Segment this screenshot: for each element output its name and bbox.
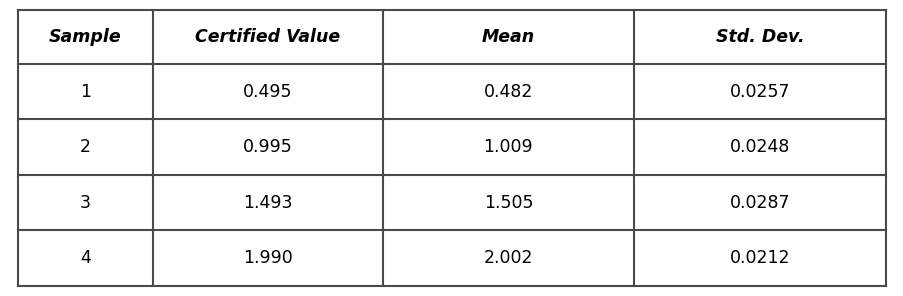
Text: 0.0257: 0.0257	[729, 83, 789, 101]
Text: 0.482: 0.482	[483, 83, 533, 101]
Text: 0.495: 0.495	[243, 83, 292, 101]
Text: 0.0248: 0.0248	[729, 138, 789, 156]
Text: 3: 3	[79, 194, 90, 212]
Text: 1.505: 1.505	[483, 194, 533, 212]
Text: 1.009: 1.009	[483, 138, 533, 156]
Text: 0.995: 0.995	[242, 138, 292, 156]
Text: 4: 4	[79, 249, 90, 267]
Text: 2: 2	[79, 138, 90, 156]
Text: 0.0212: 0.0212	[729, 249, 789, 267]
Text: 1.990: 1.990	[242, 249, 292, 267]
Text: 0.0287: 0.0287	[729, 194, 789, 212]
Text: 1: 1	[79, 83, 90, 101]
Text: 2.002: 2.002	[483, 249, 533, 267]
Text: Std. Dev.: Std. Dev.	[715, 28, 804, 46]
Text: Certified Value: Certified Value	[195, 28, 340, 46]
Text: Mean: Mean	[481, 28, 535, 46]
Text: Sample: Sample	[49, 28, 121, 46]
Text: 1.493: 1.493	[243, 194, 292, 212]
